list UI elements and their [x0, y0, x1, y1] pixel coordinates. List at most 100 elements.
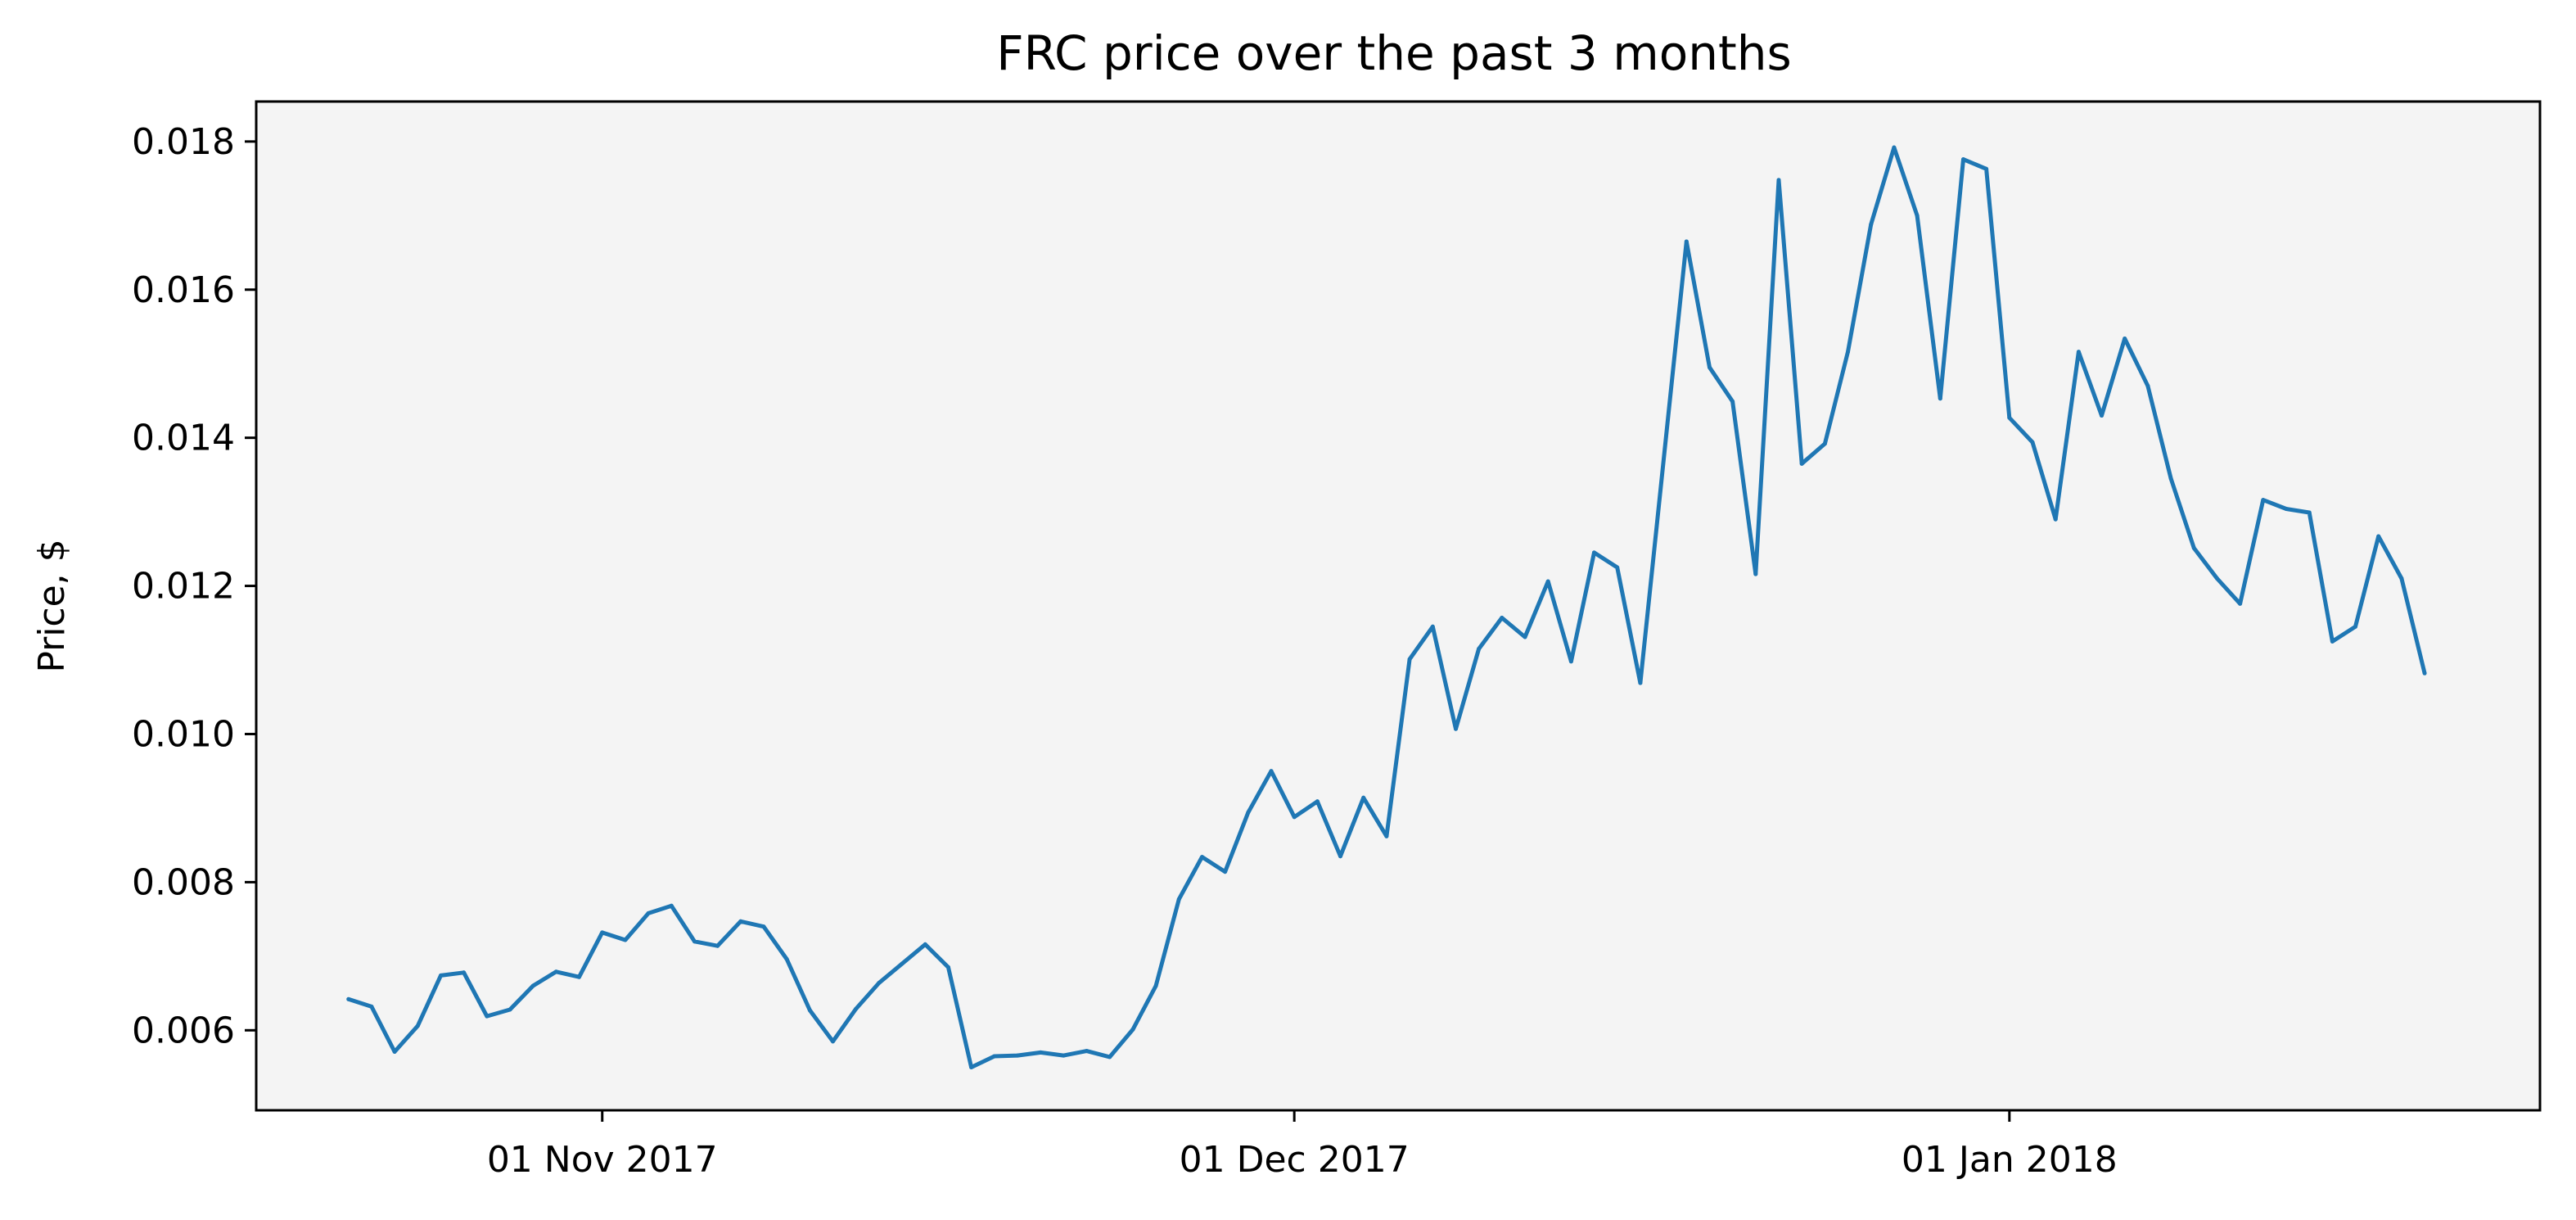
data-point	[1269, 769, 1274, 774]
data-point	[761, 924, 766, 929]
data-point	[2353, 624, 2357, 629]
data-point	[1361, 795, 1366, 800]
data-point	[462, 970, 467, 975]
data-point	[508, 1007, 512, 1012]
data-point	[2191, 545, 2196, 550]
data-point	[577, 974, 581, 979]
y-tick-label: 0.010	[132, 713, 235, 755]
data-point	[923, 942, 927, 947]
data-point	[1592, 550, 1596, 555]
series-layer	[346, 145, 2427, 1069]
plot-area	[256, 102, 2540, 1110]
data-point	[1038, 1050, 1043, 1055]
data-point	[2007, 415, 2012, 420]
data-point	[600, 930, 605, 935]
data-point	[1454, 726, 1458, 731]
y-axis-label: Price, $	[31, 539, 73, 672]
data-point	[1292, 815, 1297, 820]
data-point	[1338, 854, 1342, 859]
data-point	[1938, 396, 1942, 401]
x-tick-label: 01 Jan 2018	[1902, 1139, 2118, 1181]
data-point	[715, 943, 720, 948]
data-point	[1061, 1053, 1066, 1058]
x-tick-label: 01 Nov 2017	[487, 1139, 718, 1181]
y-tick-label: 0.006	[132, 1010, 235, 1051]
data-point	[900, 961, 905, 966]
data-point	[1500, 616, 1505, 620]
data-point	[485, 1014, 489, 1019]
data-point	[807, 1008, 812, 1013]
data-point	[346, 996, 351, 1001]
data-point	[738, 919, 743, 924]
y-tick-label: 0.018	[132, 121, 235, 163]
data-point	[1085, 1049, 1089, 1054]
data-point	[2168, 476, 2173, 481]
data-point	[1407, 657, 1412, 662]
data-point	[784, 957, 789, 961]
data-point	[877, 980, 882, 985]
data-point	[2307, 510, 2312, 515]
data-point	[2100, 413, 2104, 418]
data-point	[1545, 579, 1550, 584]
data-point	[1984, 166, 1989, 171]
data-point	[854, 1006, 859, 1011]
data-point	[1869, 222, 1874, 227]
data-point	[2123, 337, 2127, 341]
data-point	[1799, 461, 1804, 466]
data-point	[1638, 680, 1643, 685]
data-point	[1223, 870, 1228, 874]
data-point	[1961, 157, 1965, 162]
data-point	[992, 1054, 997, 1059]
data-point	[1822, 441, 1827, 446]
data-point	[415, 1023, 420, 1028]
y-tick-label: 0.012	[132, 566, 235, 608]
data-point	[1892, 145, 1897, 150]
data-point	[946, 965, 950, 969]
data-point	[646, 910, 651, 915]
data-point	[669, 903, 674, 908]
y-tick-label: 0.014	[132, 418, 235, 459]
data-point	[2399, 576, 2404, 581]
data-point	[2376, 534, 2381, 539]
data-point	[2238, 601, 2243, 606]
data-point	[439, 973, 443, 978]
data-point	[1753, 572, 1758, 576]
chart-title: FRC price over the past 3 months	[996, 25, 1791, 81]
data-point	[1477, 647, 1482, 651]
data-point	[2215, 576, 2219, 581]
series-line	[347, 145, 2427, 1069]
plot-frame	[255, 100, 2542, 1112]
data-point	[1315, 799, 1320, 804]
data-point	[1176, 897, 1181, 901]
data-point	[831, 1039, 835, 1044]
data-point	[1246, 810, 1251, 815]
data-point	[2330, 639, 2335, 644]
data-point	[2284, 507, 2289, 511]
data-point	[1846, 350, 1850, 355]
data-point	[1730, 399, 1735, 404]
data-point	[2145, 383, 2150, 388]
data-point	[2053, 517, 2058, 522]
data-point	[692, 939, 697, 944]
data-point	[1684, 239, 1689, 244]
data-point	[969, 1065, 974, 1069]
data-point	[1430, 624, 1435, 629]
data-point	[1915, 213, 1920, 218]
x-axis: 01 Nov 2017 01 Dec 2017 01 Jan 2018	[487, 1110, 2118, 1181]
data-point	[623, 938, 628, 942]
data-point	[1523, 635, 1527, 639]
data-point	[1108, 1055, 1112, 1060]
x-tick-label: 01 Dec 2017	[1180, 1139, 1410, 1181]
data-point	[369, 1004, 374, 1009]
data-point	[1615, 565, 1620, 570]
data-point	[553, 969, 558, 974]
y-tick-label: 0.008	[132, 861, 235, 903]
data-point	[1776, 178, 1781, 183]
data-point	[1130, 1027, 1135, 1032]
data-point	[1384, 834, 1389, 838]
data-point	[1568, 659, 1573, 664]
data-point	[2030, 440, 2035, 445]
data-point	[2261, 498, 2266, 503]
data-point	[1015, 1053, 1020, 1058]
